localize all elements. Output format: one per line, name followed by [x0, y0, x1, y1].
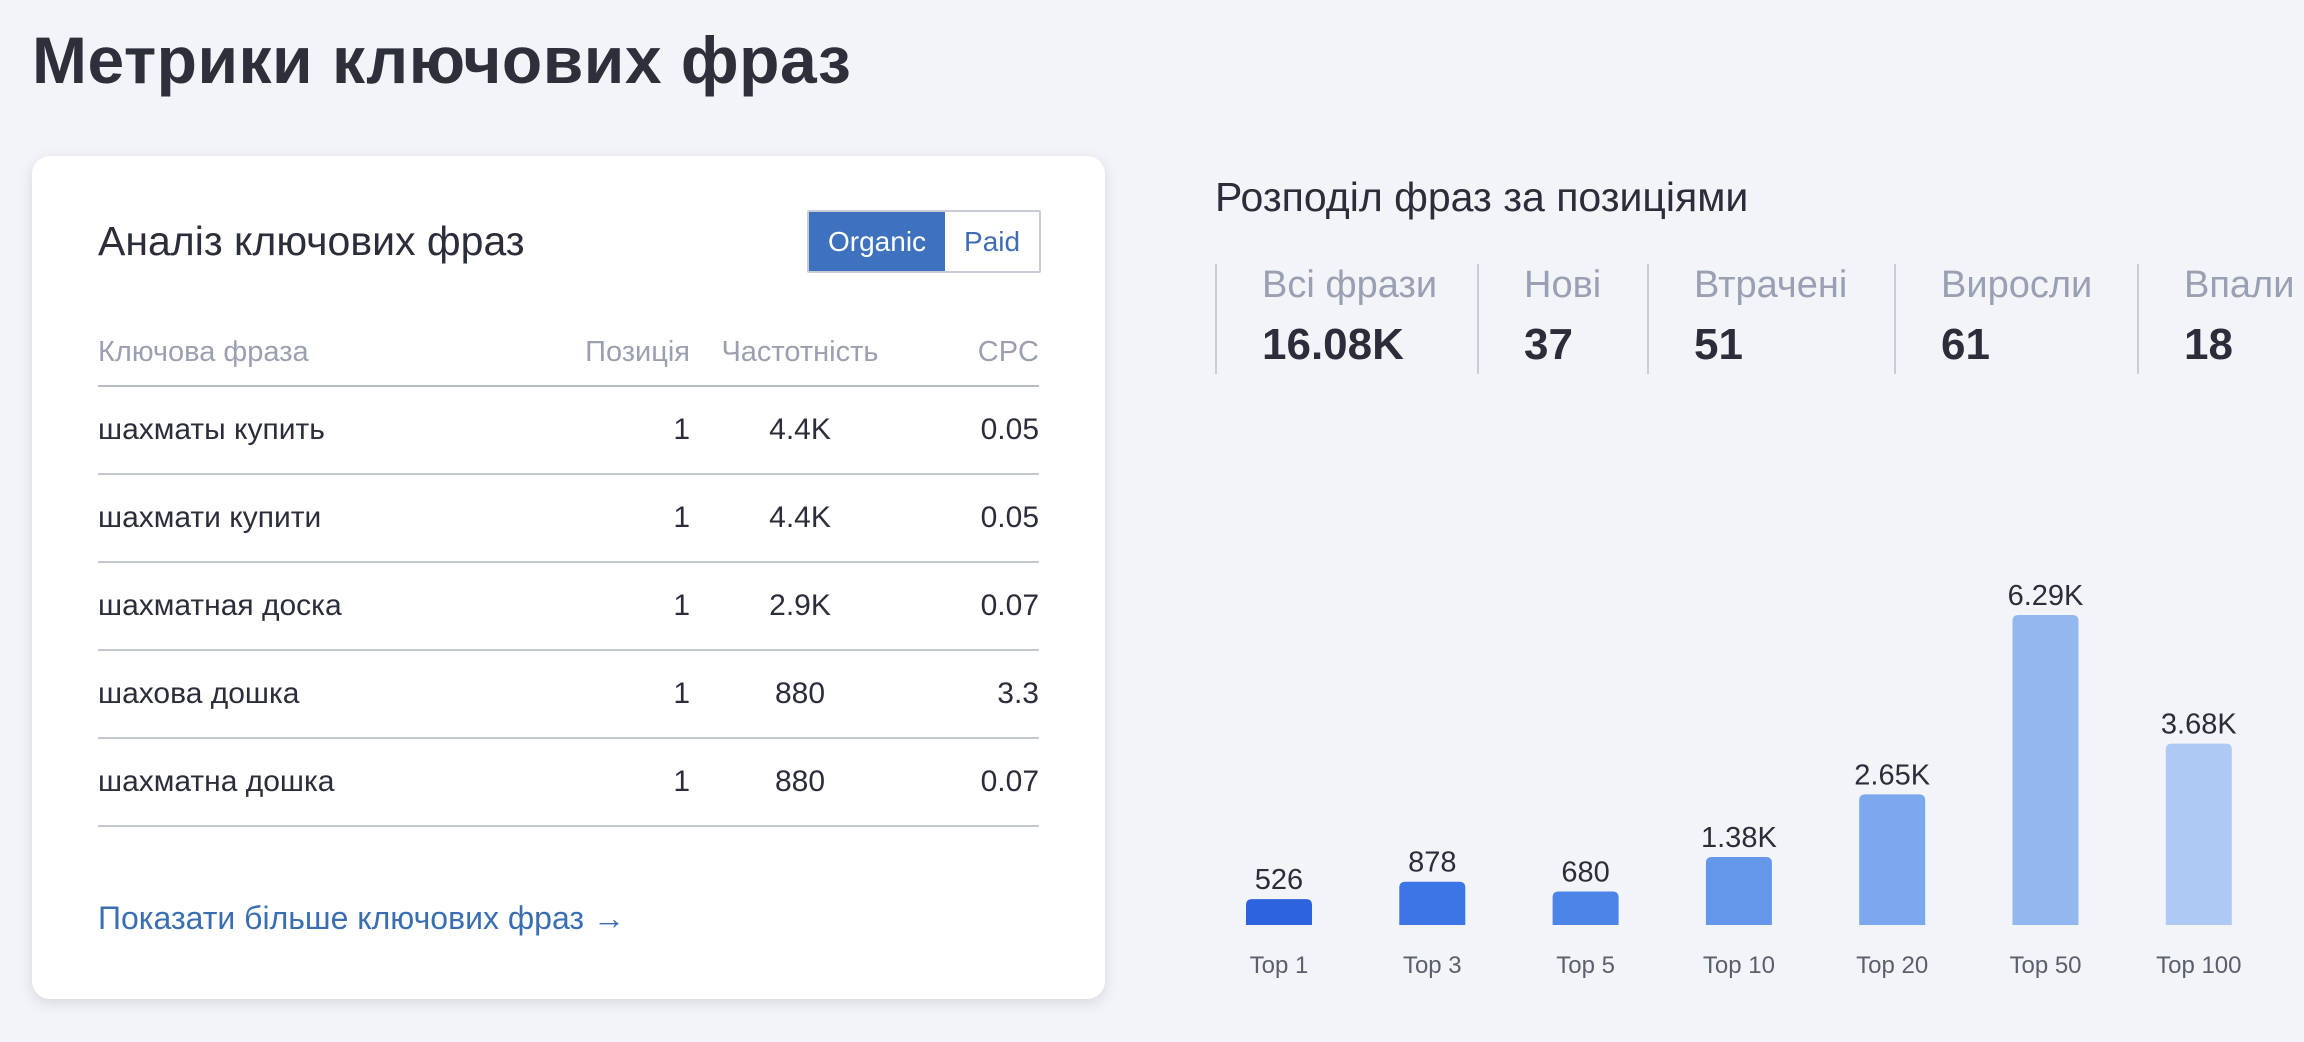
- stat-grew: Виросли 61: [1894, 264, 2137, 374]
- paid-button[interactable]: Paid: [945, 212, 1040, 271]
- frequency-cell: 2.9K: [690, 562, 910, 651]
- stat-label: Нові: [1524, 264, 1602, 306]
- stat-label: Всі фрази: [1262, 264, 1438, 306]
- bar-value-label: 526: [1255, 864, 1303, 896]
- stat-value: 18: [2184, 320, 2233, 369]
- stat-value: 37: [1524, 320, 1573, 369]
- bar-top-5[interactable]: [1552, 891, 1619, 925]
- bar-top-10[interactable]: [1705, 856, 1772, 925]
- bar-top-3[interactable]: [1399, 881, 1466, 925]
- distribution-title: Розподіл фраз за позиціями: [1215, 174, 1749, 220]
- stat-label: Впали: [2184, 264, 2295, 306]
- stat-label: Втрачені: [1694, 264, 1848, 306]
- stat-value: 51: [1694, 320, 1743, 369]
- cpc-cell: 0.05: [910, 386, 1039, 475]
- organic-button[interactable]: Organic: [809, 212, 946, 271]
- column-header-frequency[interactable]: Частотність: [690, 320, 910, 387]
- card-title: Аналіз ключових фраз: [98, 218, 525, 264]
- frequency-cell: 4.4K: [690, 386, 910, 475]
- cpc-cell: 0.05: [910, 474, 1039, 563]
- page-title: Метрики ключових фраз: [32, 23, 852, 97]
- keyword-cell: шахматная доска: [98, 562, 518, 651]
- organic-paid-toggle: Organic Paid: [807, 210, 1042, 273]
- bar-top-20[interactable]: [1859, 794, 1926, 925]
- cpc-cell: 0.07: [910, 562, 1039, 651]
- cpc-cell: 3.3: [910, 650, 1039, 739]
- category-label: Top 1: [1250, 952, 1309, 979]
- column-header-keyword[interactable]: Ключова фраза: [98, 320, 518, 387]
- stat-value: 61: [1941, 320, 1990, 369]
- keywords-card: Аналіз ключових фраз Organic Paid Ключов…: [32, 156, 1105, 999]
- stat-fell: Впали 18: [2137, 264, 2304, 374]
- frequency-cell: 4.4K: [690, 474, 910, 563]
- bar-top-1[interactable]: [1246, 899, 1312, 925]
- keyword-cell: шахматы купить: [98, 386, 518, 475]
- category-label: Top 100: [2156, 952, 2241, 979]
- keyword-cell: шахмати купити: [98, 474, 518, 563]
- bar-value-label: 878: [1408, 847, 1456, 879]
- position-cell: 1: [518, 562, 690, 651]
- table-row: шахова дошка 1 880 3.3: [98, 650, 1039, 739]
- show-more-keywords-link[interactable]: Показати більше ключових фраз →: [98, 900, 625, 936]
- frequency-cell: 880: [690, 738, 910, 827]
- bar-value-label: 2.65K: [1854, 759, 1930, 791]
- category-label: Top 5: [1556, 952, 1615, 979]
- position-cell: 1: [518, 474, 690, 563]
- bar-top-100[interactable]: [2165, 743, 2232, 925]
- keywords-table: Ключова фраза Позиція Частотність CPC ша…: [98, 320, 1039, 827]
- stat-value: 16.08K: [1262, 320, 1404, 369]
- keyword-cell: шахматна дошка: [98, 738, 518, 827]
- table-header-row: Ключова фраза Позиція Частотність CPC: [98, 320, 1039, 387]
- column-header-position[interactable]: Позиція: [518, 320, 690, 387]
- position-distribution-chart: 526 Top 1 878 Top 3 680 Top 5 1.38K Top 10 2.65K…: [1246, 580, 2242, 979]
- stat-all-phrases: Всі фрази 16.08K: [1215, 264, 1477, 374]
- keyword-cell: шахова дошка: [98, 650, 518, 739]
- table-row: шахматна дошка 1 880 0.07: [98, 738, 1039, 827]
- table-row: шахматная доска 1 2.9K 0.07: [98, 562, 1039, 651]
- column-header-cpc[interactable]: CPC: [910, 320, 1039, 387]
- bar-value-label: 6.29K: [2008, 580, 2084, 612]
- position-cell: 1: [518, 386, 690, 475]
- category-label: Top 10: [1703, 952, 1775, 979]
- position-cell: 1: [518, 738, 690, 827]
- table-row: шахматы купить 1 4.4K 0.05: [98, 386, 1039, 475]
- stat-label: Виросли: [1941, 264, 2093, 306]
- category-label: Top 3: [1403, 952, 1462, 979]
- bar-value-label: 3.68K: [2161, 709, 2237, 741]
- stat-lost: Втрачені 51: [1647, 264, 1894, 374]
- table-row: шахмати купити 1 4.4K 0.05: [98, 474, 1039, 563]
- bar-top-50[interactable]: [2012, 615, 2079, 925]
- category-label: Top 20: [1856, 952, 1928, 979]
- position-cell: 1: [518, 650, 690, 739]
- frequency-cell: 880: [690, 650, 910, 739]
- bar-value-label: 1.38K: [1701, 822, 1777, 854]
- stat-new: Нові 37: [1477, 264, 1647, 374]
- bar-value-label: 680: [1561, 856, 1609, 888]
- cpc-cell: 0.07: [910, 738, 1039, 827]
- category-label: Top 50: [2009, 952, 2081, 979]
